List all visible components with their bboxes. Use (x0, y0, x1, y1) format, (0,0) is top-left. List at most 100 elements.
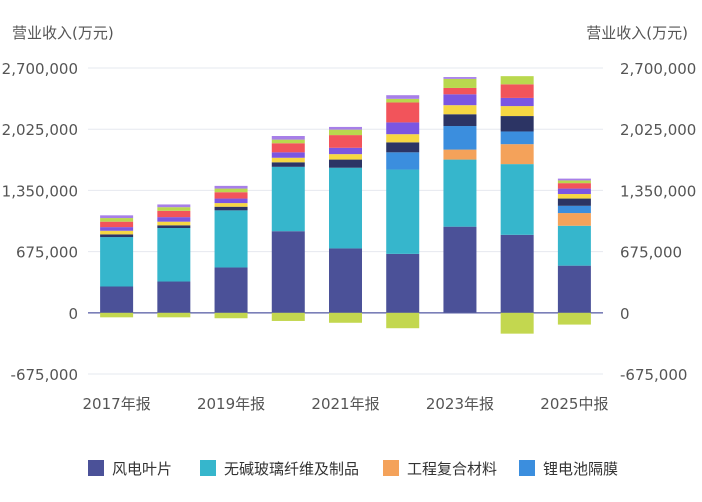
bar-segment (386, 102, 420, 123)
y-tick-label-right: -675,000 (620, 366, 687, 384)
bar-segment (100, 227, 134, 231)
bar-segment (329, 147, 362, 155)
bar-segment (500, 234, 534, 313)
bar-segment (214, 267, 248, 313)
bar-segment (386, 122, 420, 135)
legend-swatch (200, 460, 216, 476)
bar-segment (557, 213, 591, 226)
bar-segment (500, 97, 534, 107)
bar-segment (329, 248, 362, 313)
x-tick-label: 2023年报 (426, 395, 494, 413)
bar-segment (329, 154, 362, 160)
bars (100, 76, 591, 334)
x-tick-label: 2017年报 (83, 395, 151, 413)
bar-segment (557, 225, 591, 266)
bar-segment (157, 204, 191, 208)
legend-swatch (519, 460, 535, 476)
bar-segment (157, 207, 191, 211)
bar-segment (271, 152, 305, 158)
y-tick-label-left: -675,000 (11, 366, 78, 384)
y-tick-label-left: 0 (68, 305, 78, 323)
bar-segment (271, 139, 305, 144)
bar-segment (557, 198, 591, 206)
bar-segment (557, 312, 591, 325)
bar-segment (557, 265, 591, 313)
bar-segment (157, 228, 191, 282)
y-tick-label-left: 1,350,000 (2, 182, 78, 200)
bar-segment (271, 312, 305, 321)
bar-segment (329, 129, 362, 136)
bar-segment (100, 237, 134, 287)
bar-segment (443, 126, 477, 150)
bar-segment (100, 215, 134, 219)
bar-segment (443, 159, 477, 227)
bar-segment (271, 136, 305, 140)
bar-segment (214, 203, 248, 207)
bar-segment (157, 281, 191, 313)
legend-swatch (88, 460, 104, 476)
y-tick-label-right: 2,025,000 (620, 121, 696, 139)
bar-segment (157, 210, 191, 218)
legend-label: 风电叶片 (112, 460, 172, 478)
bar-segment (329, 167, 362, 249)
bar-segment (500, 76, 534, 85)
bar-segment (214, 198, 248, 204)
bar-segment (386, 98, 420, 103)
y-tick-label-right: 675,000 (620, 244, 682, 262)
x-tick-label: 2021年报 (311, 395, 379, 413)
bar-segment (100, 234, 134, 238)
bar-segment (100, 286, 134, 313)
bar-segment (500, 164, 534, 235)
left-axis-title: 营业收入(万元) (12, 24, 114, 42)
bar-segment (100, 218, 134, 222)
bar-segment (271, 162, 305, 167)
axes: -675,000 -675,000 0 0 675,000 675,000 1,350,00… (2, 60, 697, 413)
bar-segment (443, 114, 477, 127)
bar-segment (500, 144, 534, 165)
bar-segment (500, 116, 534, 132)
bar-segment (443, 94, 477, 106)
bar-segment (443, 105, 477, 115)
bar-segment (214, 185, 248, 189)
bar-segment (271, 166, 305, 232)
bar-segment (271, 143, 305, 153)
legend-label: 无碱玻璃纤维及制品 (224, 460, 359, 478)
legend: 风电叶片 无碱玻璃纤维及制品 工程复合材料 锂电池隔膜 (88, 460, 618, 478)
bar-segment (557, 178, 591, 181)
bar-segment (329, 135, 362, 148)
bar-segment (271, 231, 305, 313)
bar-segment (443, 87, 477, 95)
bar-segment (386, 142, 420, 153)
y-tick-label-left: 675,000 (16, 244, 78, 262)
legend-swatch (383, 460, 399, 476)
bar-segment (557, 188, 591, 195)
bar-segment (329, 126, 362, 130)
y-tick-label-right: 2,700,000 (620, 60, 696, 78)
legend-label: 锂电池隔膜 (543, 460, 618, 478)
legend-label: 工程复合材料 (407, 460, 497, 478)
bar-segment (214, 210, 248, 268)
bar-segment (157, 225, 191, 229)
right-axis-title: 营业收入(万元) (586, 24, 688, 42)
y-tick-label-right: 0 (620, 305, 630, 323)
bar-segment (386, 253, 420, 313)
bar-segment (386, 152, 420, 170)
bar-segment (157, 221, 191, 226)
bar-segment (329, 312, 362, 323)
bar-segment (100, 230, 134, 235)
bar-segment (386, 169, 420, 254)
bar-segment (329, 159, 362, 168)
bar-segment (214, 206, 248, 211)
bar-segment (443, 149, 477, 160)
bar-segment (500, 131, 534, 145)
bar-segment (271, 157, 305, 163)
bar-segment (214, 312, 248, 319)
bar-segment (100, 312, 134, 318)
y-tick-label-left: 2,700,000 (2, 60, 78, 78)
x-tick-label: 2025中报 (540, 395, 608, 413)
y-tick-label-left: 2,025,000 (2, 121, 78, 139)
x-tick-label: 2019年报 (197, 395, 265, 413)
bar-segment (386, 134, 420, 143)
